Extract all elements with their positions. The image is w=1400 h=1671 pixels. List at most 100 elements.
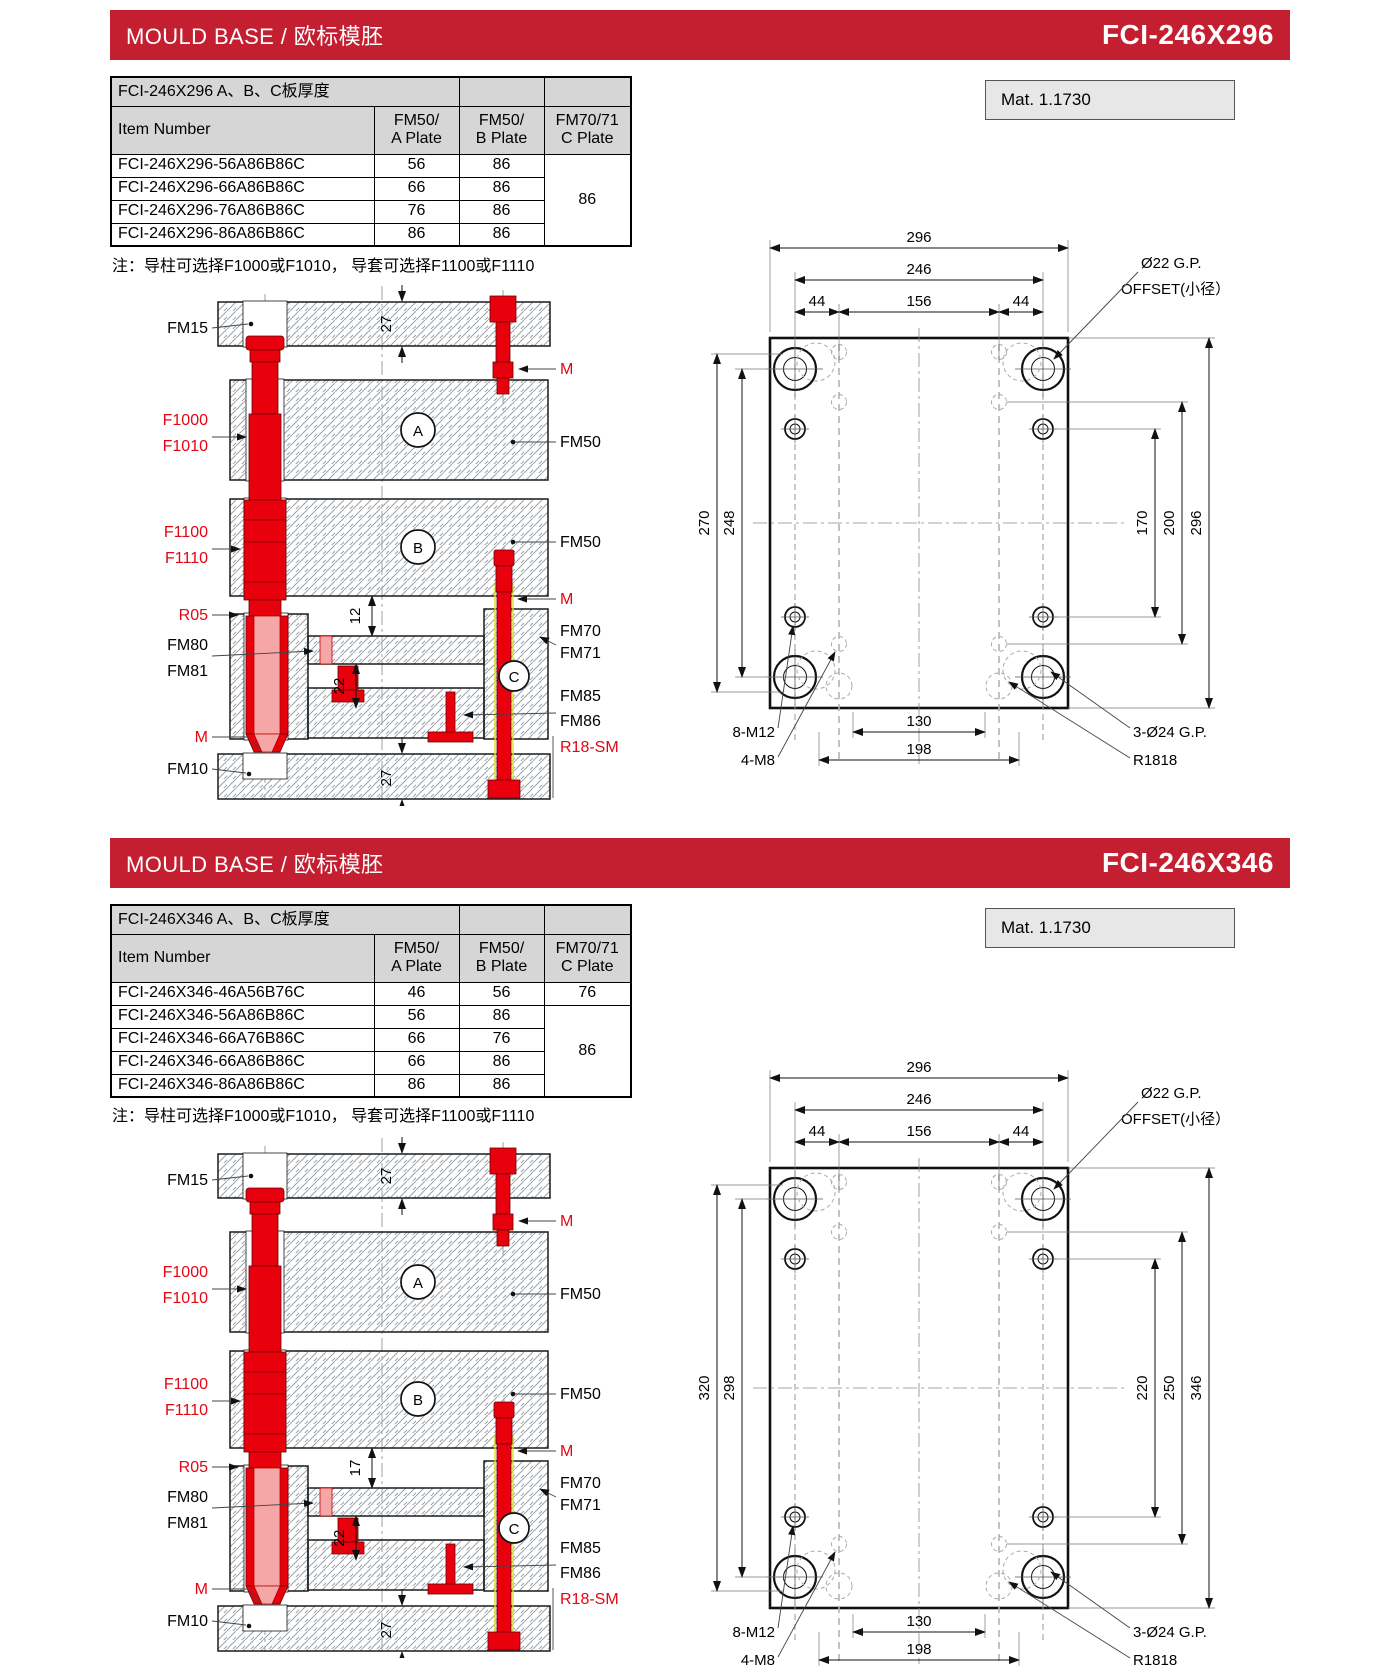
guide-pillar-hole bbox=[985, 603, 1071, 705]
marker-c-letter: C bbox=[509, 1521, 520, 1538]
part-number: FCI-246X296 bbox=[1101, 19, 1274, 50]
c-plate-merged: 86 bbox=[543, 1004, 632, 1098]
marker-a-letter: A bbox=[413, 1275, 423, 1292]
plate-marker-b: B bbox=[400, 1381, 436, 1417]
marker-c-letter: C bbox=[509, 669, 520, 686]
cap-screw bbox=[489, 295, 517, 395]
label-f1000: F1000 bbox=[163, 412, 208, 429]
dim-right-1: 170 bbox=[1134, 510, 1151, 535]
label-f1000: F1000 bbox=[163, 1264, 208, 1281]
table-header-row: Item Number FM50/ A Plate FM50/ B Plate … bbox=[110, 105, 632, 155]
dim-296-width: 296 bbox=[906, 229, 931, 246]
dim-130: 130 bbox=[906, 713, 931, 730]
dim-right-1: 220 bbox=[1134, 1375, 1151, 1400]
dim-right-3: 296 bbox=[1188, 510, 1205, 535]
section-header-246x346: MOULD BASE / 欧标模胚 FCI-246X346 bbox=[110, 838, 1290, 888]
label-3-d24-gp: 3-Ø24 G.P. bbox=[1133, 724, 1207, 741]
marker-a-letter: A bbox=[413, 423, 423, 440]
material-label: Mat. 1.1730 bbox=[1001, 90, 1091, 109]
ejector-retainer-plate bbox=[307, 1487, 485, 1517]
dim-198: 198 bbox=[906, 741, 931, 758]
label-fm70: FM70 bbox=[560, 623, 601, 640]
support-screw bbox=[427, 691, 474, 743]
label-fm50-b: FM50 bbox=[560, 1386, 601, 1403]
plate-marker-a: A bbox=[400, 1264, 436, 1300]
footnote: 注：导柱可选择F1000或F1010， 导套可选择F1100或F1110 bbox=[112, 258, 535, 275]
guide-pillar-hole bbox=[767, 341, 847, 443]
label-r05: R05 bbox=[179, 607, 208, 624]
col-a-plate: FM50/ A Plate bbox=[373, 105, 460, 155]
label-8-m12: 8-M12 bbox=[732, 724, 775, 741]
dim-left-2: 298 bbox=[721, 1375, 738, 1400]
dim-mid: 17 bbox=[347, 1460, 364, 1477]
col-item: Item Number bbox=[110, 933, 375, 983]
marker-b-letter: B bbox=[413, 1392, 423, 1409]
extension-lines bbox=[711, 1070, 1215, 1666]
label-fm85: FM85 bbox=[560, 1540, 601, 1557]
table-title: FCI-246X346 A、B、C板厚度 bbox=[110, 904, 460, 935]
dim-198: 198 bbox=[906, 1641, 931, 1658]
label-m-top: M bbox=[560, 1213, 573, 1230]
label-gp-offset-1: Ø22 G.P. bbox=[1141, 255, 1202, 272]
label-fm15: FM15 bbox=[167, 1172, 208, 1189]
dim-130: 130 bbox=[906, 1613, 931, 1630]
label-fm86: FM86 bbox=[560, 713, 601, 730]
guide-pillar-hole bbox=[767, 1171, 847, 1273]
stop-pin bbox=[319, 635, 333, 665]
col-b-plate: FM50/ B Plate bbox=[458, 933, 545, 983]
cross-section-diagram-246x346: A B C FM15 F1000 F1010 F1100 F1110 R05 F… bbox=[163, 1137, 619, 1658]
dim-left-1: 320 bbox=[696, 1375, 713, 1400]
guide-pillar bbox=[245, 1187, 285, 1353]
label-gp-offset-2: OFFSET(小径） bbox=[1121, 281, 1230, 298]
material-box: Mat. 1.1730 bbox=[985, 908, 1235, 948]
table-row: FCI-246X296-76A86B86C 76 86 bbox=[110, 199, 631, 224]
label-gp-offset-2: OFFSET(小径） bbox=[1121, 1111, 1230, 1128]
dim-22: 22 bbox=[331, 1530, 348, 1547]
thickness-table-246x346: FCI-246X346 A、B、C板厚度 Item Number FM50/ A… bbox=[110, 904, 632, 1098]
label-3-d24-gp: 3-Ø24 G.P. bbox=[1133, 1624, 1207, 1641]
guide-pillar-hole bbox=[767, 1503, 853, 1605]
guide-pillar-hole bbox=[767, 603, 853, 705]
dim-left-2: 248 bbox=[721, 510, 738, 535]
label-m-mid: M bbox=[560, 591, 573, 608]
dim-246: 246 bbox=[906, 261, 931, 278]
top-view-diagram-246x346: 296 246 44 156 44 320 298 220 250 346 13… bbox=[696, 1059, 1230, 1667]
material-box: Mat. 1.1730 bbox=[985, 80, 1235, 120]
label-m-mid: M bbox=[560, 1443, 573, 1460]
section-header-246x296: MOULD BASE / 欧标模胚 FCI-246X296 bbox=[110, 10, 1290, 60]
guide-bush bbox=[243, 1351, 287, 1469]
top-view-diagram-246x296: 296 246 44 156 44 270 248 170 200 296 13… bbox=[696, 229, 1230, 767]
cap-screw bbox=[489, 1147, 517, 1247]
ejector-sleeve bbox=[245, 615, 289, 753]
col-c-plate: FM70/71 C Plate bbox=[543, 933, 632, 983]
label-fm71: FM71 bbox=[560, 1497, 601, 1514]
page-title: MOULD BASE / 欧标模胚 bbox=[126, 24, 384, 49]
dim-right-2: 250 bbox=[1161, 1375, 1178, 1400]
table-row: FCI-246X296-56A86B86C 56 86 86 bbox=[110, 153, 632, 247]
guide-pillar-hole bbox=[991, 1171, 1071, 1273]
label-fm80: FM80 bbox=[167, 637, 208, 654]
label-fm10: FM10 bbox=[167, 1613, 208, 1630]
label-fm10: FM10 bbox=[167, 761, 208, 778]
cross-section-diagram-246x296: A B C FM15 F1000 F1010 F1100 F1110 R05 F… bbox=[163, 285, 619, 806]
plate-marker-c: C bbox=[498, 660, 530, 692]
label-fm50-a: FM50 bbox=[560, 1286, 601, 1303]
table-row: FCI-246X346-86A86B86C 86 86 bbox=[110, 1073, 631, 1098]
c-plate-merged: 86 bbox=[543, 153, 632, 247]
stop-pin bbox=[319, 1487, 333, 1517]
label-r1818: R1818 bbox=[1133, 1652, 1177, 1667]
plate-marker-a: A bbox=[400, 412, 436, 448]
ejector-sleeve bbox=[245, 1467, 289, 1605]
label-fm80: FM80 bbox=[167, 1489, 208, 1506]
material-label: Mat. 1.1730 bbox=[1001, 918, 1091, 937]
dim-156: 156 bbox=[906, 1123, 931, 1140]
support-screw bbox=[427, 1543, 474, 1595]
marker-b-letter: B bbox=[413, 540, 423, 557]
guide-pillar-hole bbox=[991, 341, 1071, 443]
dim-right-2: 200 bbox=[1161, 510, 1178, 535]
dim-27-top: 27 bbox=[378, 1168, 395, 1185]
label-r18-sm: R18-SM bbox=[560, 1591, 619, 1608]
label-f1010: F1010 bbox=[163, 1290, 208, 1307]
label-fm81: FM81 bbox=[167, 663, 208, 680]
dim-246: 246 bbox=[906, 1091, 931, 1108]
